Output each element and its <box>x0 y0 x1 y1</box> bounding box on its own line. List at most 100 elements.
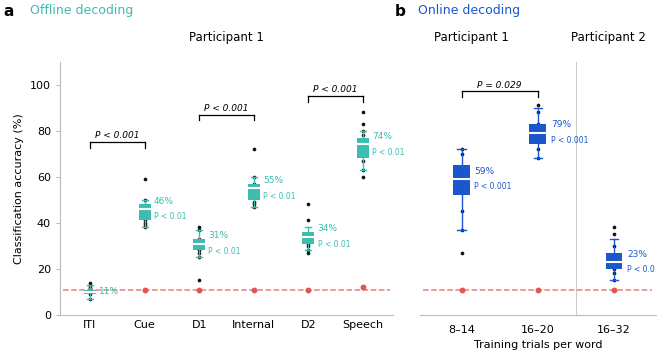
Point <box>248 146 259 152</box>
Point <box>139 213 150 219</box>
Point <box>194 243 204 249</box>
Point <box>139 224 150 230</box>
Text: P < 0.01: P < 0.01 <box>154 212 186 222</box>
Point <box>248 194 259 200</box>
Point <box>532 132 543 138</box>
Point <box>85 280 95 286</box>
Point <box>194 250 204 256</box>
Point <box>303 231 314 237</box>
Bar <box>248 184 260 200</box>
Point <box>358 285 368 290</box>
Point <box>85 285 95 290</box>
Text: 34%: 34% <box>318 224 338 233</box>
Text: P < 0.001: P < 0.001 <box>95 131 139 140</box>
Point <box>194 236 204 242</box>
Point <box>85 282 95 288</box>
Point <box>532 109 543 115</box>
X-axis label: Training trials per word: Training trials per word <box>474 340 602 350</box>
Point <box>358 151 368 157</box>
Point <box>532 121 543 127</box>
Point <box>532 287 543 292</box>
Point <box>248 287 259 292</box>
Bar <box>84 290 96 294</box>
Point <box>139 176 150 182</box>
Point <box>358 167 368 173</box>
Point <box>358 121 368 127</box>
Text: Offline decoding: Offline decoding <box>30 4 133 17</box>
Text: 23%: 23% <box>627 249 647 258</box>
Text: 11%: 11% <box>99 287 119 296</box>
Point <box>358 174 368 180</box>
Point <box>139 220 150 226</box>
Point <box>532 128 543 134</box>
Bar <box>529 124 546 144</box>
Point <box>139 211 150 216</box>
Point <box>358 158 368 164</box>
Text: P < 0.01: P < 0.01 <box>263 192 296 201</box>
Point <box>456 165 467 171</box>
Point <box>139 218 150 223</box>
Point <box>303 241 314 247</box>
Bar <box>193 239 205 251</box>
Point <box>456 146 467 152</box>
Point <box>456 190 467 196</box>
Point <box>303 218 314 223</box>
Point <box>85 289 95 295</box>
Point <box>358 139 368 145</box>
Text: a: a <box>3 4 14 18</box>
Point <box>248 202 259 207</box>
Point <box>303 248 314 253</box>
Point <box>358 128 368 134</box>
Point <box>609 270 619 276</box>
Point <box>456 209 467 214</box>
Text: 79%: 79% <box>551 121 571 130</box>
Y-axis label: Classification accuracy (%): Classification accuracy (%) <box>15 113 25 264</box>
Point <box>609 259 619 265</box>
Point <box>609 278 619 283</box>
Point <box>456 151 467 157</box>
Point <box>609 224 619 230</box>
Point <box>139 287 150 292</box>
Bar <box>139 205 151 220</box>
Point <box>358 109 368 115</box>
Text: P < 0.01: P < 0.01 <box>372 148 405 157</box>
Text: Participant 2: Participant 2 <box>571 31 646 44</box>
Point <box>139 222 150 228</box>
Text: P < 0.001: P < 0.001 <box>314 85 358 94</box>
Text: P < 0.001: P < 0.001 <box>474 182 512 191</box>
Point <box>609 252 619 258</box>
Point <box>248 174 259 180</box>
Point <box>85 287 95 292</box>
Point <box>248 199 259 205</box>
Point <box>194 248 204 253</box>
Point <box>194 254 204 260</box>
Point <box>609 231 619 237</box>
Point <box>248 185 259 191</box>
Bar <box>453 165 470 195</box>
Text: 55%: 55% <box>263 176 283 185</box>
Point <box>85 296 95 302</box>
Point <box>609 287 619 292</box>
Point <box>456 287 467 292</box>
Point <box>532 139 543 145</box>
Point <box>303 243 314 249</box>
Point <box>194 287 204 292</box>
Text: P < 0.01: P < 0.01 <box>318 240 350 249</box>
Text: P < 0.01: P < 0.01 <box>208 247 241 256</box>
Text: 31%: 31% <box>208 231 228 240</box>
Point <box>358 132 368 138</box>
Bar <box>605 253 623 269</box>
Point <box>532 146 543 152</box>
Text: P < 0.001: P < 0.001 <box>204 104 248 113</box>
Point <box>139 197 150 203</box>
Point <box>194 224 204 230</box>
Point <box>303 250 314 256</box>
Point <box>248 181 259 186</box>
Bar <box>302 232 314 244</box>
Text: Online decoding: Online decoding <box>418 4 520 17</box>
Point <box>532 102 543 108</box>
Point <box>194 278 204 283</box>
Point <box>456 174 467 180</box>
Point <box>303 287 314 292</box>
Point <box>85 291 95 297</box>
